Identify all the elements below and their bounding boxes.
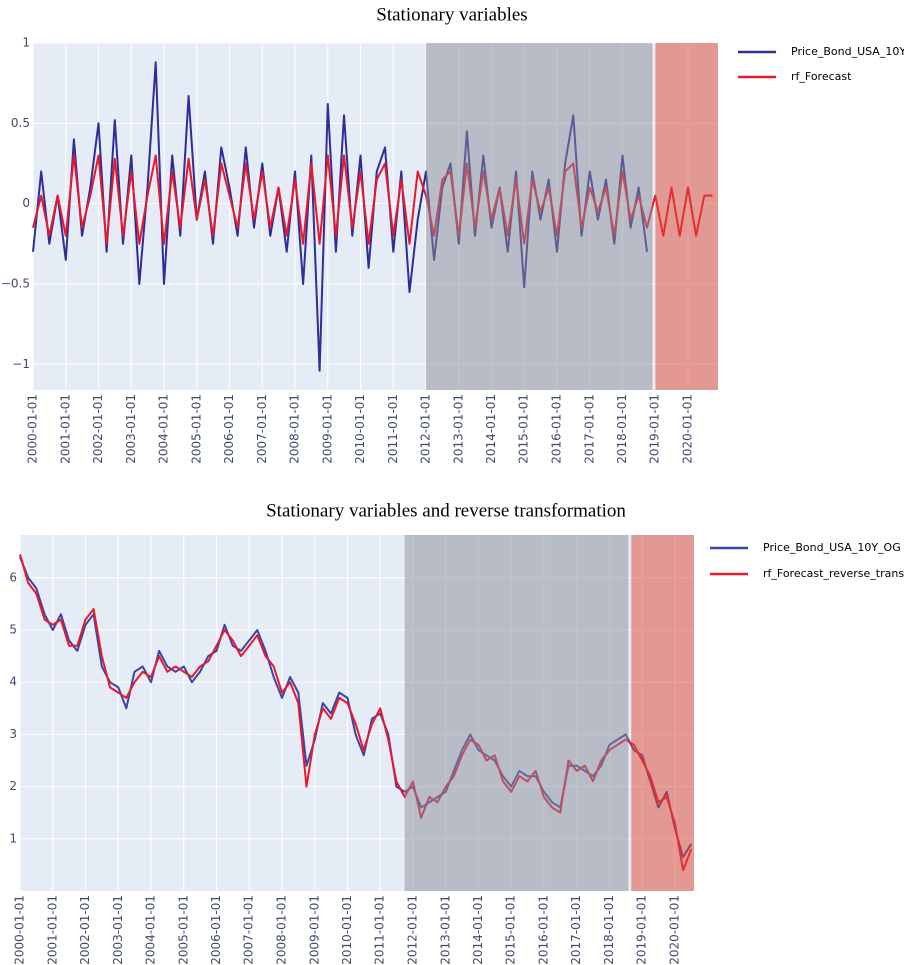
x-tick-label: 2001-01-01 bbox=[58, 394, 72, 464]
shaded-region bbox=[655, 43, 718, 390]
x-tick-label: 2008-01-01 bbox=[287, 394, 301, 464]
x-tick-label: 2020-01-01 bbox=[680, 394, 694, 464]
x-tick-label: 2011-01-01 bbox=[386, 394, 400, 464]
x-tick-label: 2008-01-01 bbox=[274, 895, 288, 965]
x-tick-label: 2018-01-01 bbox=[615, 394, 629, 464]
x-tick-label: 2004-01-01 bbox=[143, 895, 157, 965]
x-tick-label: 2018-01-01 bbox=[602, 895, 616, 965]
x-tick-label: 2013-01-01 bbox=[438, 895, 452, 965]
y-tick-label: 0.5 bbox=[11, 116, 30, 130]
legend-label: Price_Bond_USA_10Y bbox=[791, 45, 904, 58]
x-tick-label: 2005-01-01 bbox=[189, 394, 203, 464]
x-tick-label: 2009-01-01 bbox=[320, 394, 334, 464]
x-tick-label: 2014-01-01 bbox=[471, 895, 485, 965]
y-tick-label: 1 bbox=[22, 36, 30, 50]
shaded-region bbox=[631, 535, 694, 891]
chart-title: Stationary variables and reverse transfo… bbox=[266, 500, 626, 521]
x-tick-label: 2019-01-01 bbox=[635, 895, 649, 965]
y-tick-label: 6 bbox=[9, 570, 17, 584]
x-tick-label: 2015-01-01 bbox=[504, 895, 518, 965]
x-tick-label: 2019-01-01 bbox=[648, 394, 662, 464]
legend-label: rf_Forecast bbox=[791, 70, 852, 83]
shaded-region bbox=[425, 43, 653, 390]
x-tick-label: 2010-01-01 bbox=[353, 394, 367, 464]
y-tick-label: 5 bbox=[9, 623, 17, 637]
x-tick-label: 2004-01-01 bbox=[156, 394, 170, 464]
x-tick-label: 2009-01-01 bbox=[307, 895, 321, 965]
x-tick-label: 2007-01-01 bbox=[255, 394, 269, 464]
y-tick-label: 4 bbox=[9, 675, 17, 689]
y-tick-label: 3 bbox=[9, 727, 17, 741]
chart-title: Stationary variables bbox=[376, 4, 527, 25]
y-tick-label: −0.5 bbox=[1, 276, 30, 290]
x-tick-label: 2017-01-01 bbox=[582, 394, 596, 464]
shaded-region bbox=[404, 535, 629, 891]
x-tick-label: 2020-01-01 bbox=[667, 895, 681, 965]
x-tick-label: 2003-01-01 bbox=[111, 895, 125, 965]
x-tick-label: 2005-01-01 bbox=[176, 895, 190, 965]
x-tick-label: 2002-01-01 bbox=[91, 394, 105, 464]
x-tick-label: 2000-01-01 bbox=[13, 895, 27, 965]
x-tick-label: 2000-01-01 bbox=[26, 394, 40, 464]
x-tick-label: 2016-01-01 bbox=[549, 394, 563, 464]
x-tick-label: 2015-01-01 bbox=[517, 394, 531, 464]
x-tick-label: 2013-01-01 bbox=[451, 394, 465, 464]
x-tick-label: 2006-01-01 bbox=[222, 394, 236, 464]
y-tick-label: 1 bbox=[9, 831, 17, 845]
legend-label: Price_Bond_USA_10Y_OG bbox=[763, 541, 901, 554]
x-tick-label: 2003-01-01 bbox=[124, 394, 138, 464]
x-tick-label: 2012-01-01 bbox=[418, 394, 432, 464]
y-tick-label: 2 bbox=[9, 779, 17, 793]
y-tick-label: 0 bbox=[22, 196, 30, 210]
x-tick-label: 2001-01-01 bbox=[45, 895, 59, 965]
x-tick-label: 2016-01-01 bbox=[536, 895, 550, 965]
x-tick-label: 2017-01-01 bbox=[569, 895, 583, 965]
x-tick-label: 2006-01-01 bbox=[209, 895, 223, 965]
x-tick-label: 2010-01-01 bbox=[340, 895, 354, 965]
legend-label: rf_Forecast_reverse_trans bbox=[763, 567, 904, 580]
y-tick-label: −1 bbox=[12, 357, 30, 371]
x-tick-label: 2002-01-01 bbox=[78, 895, 92, 965]
x-tick-label: 2012-01-01 bbox=[405, 895, 419, 965]
x-tick-label: 2007-01-01 bbox=[242, 895, 256, 965]
x-tick-label: 2014-01-01 bbox=[484, 394, 498, 464]
x-tick-label: 2011-01-01 bbox=[373, 895, 387, 965]
